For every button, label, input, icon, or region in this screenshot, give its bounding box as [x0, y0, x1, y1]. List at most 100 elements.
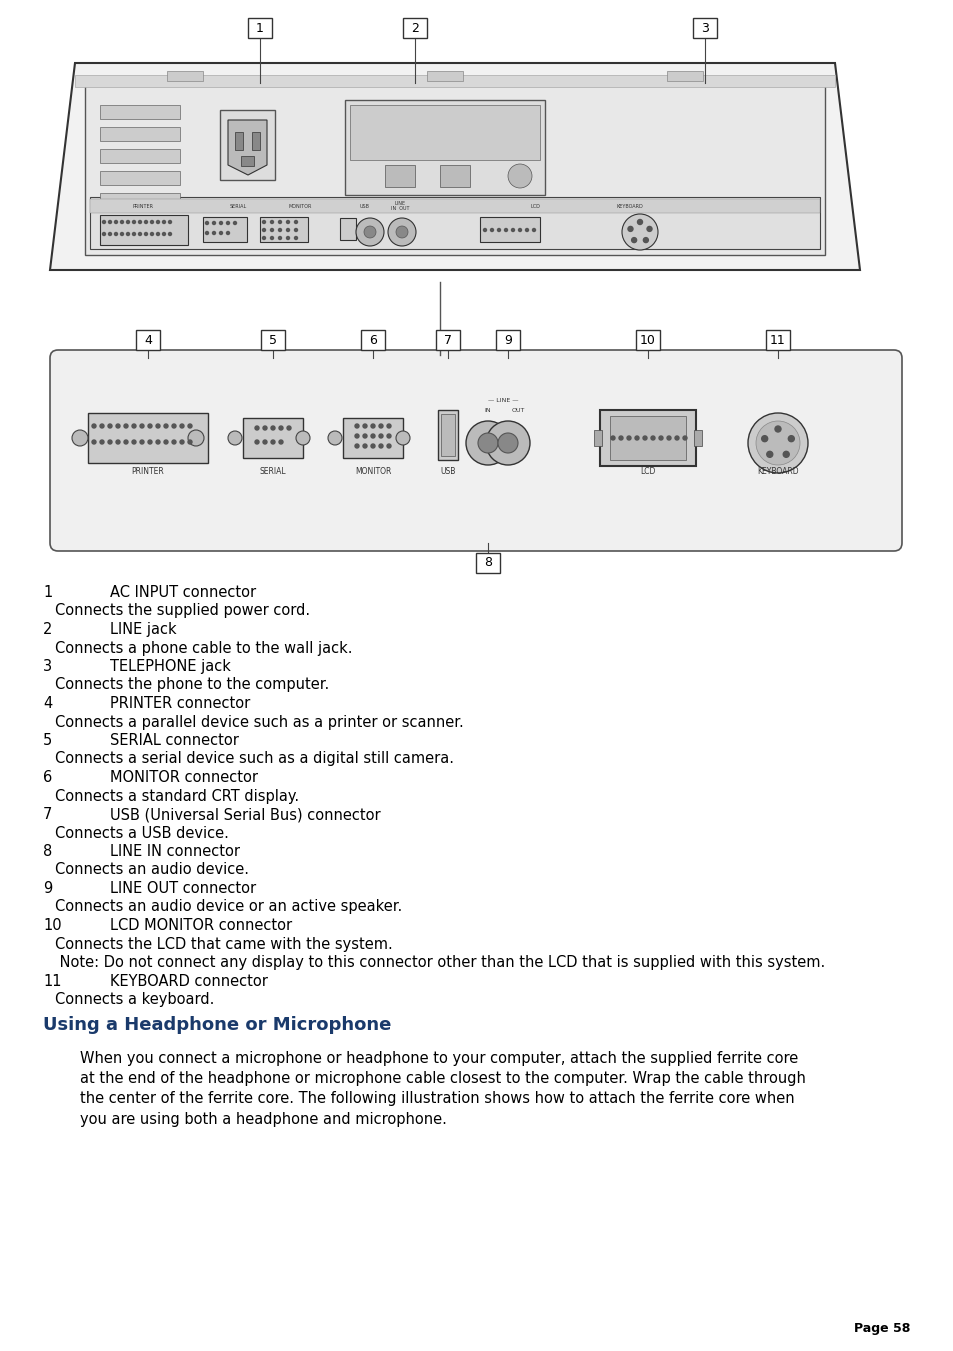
Circle shape: [102, 232, 106, 235]
Bar: [427, 72, 462, 81]
Circle shape: [504, 228, 507, 231]
Circle shape: [294, 228, 297, 231]
Bar: [75, 76, 834, 86]
Bar: [100, 149, 180, 163]
Circle shape: [371, 424, 375, 428]
Bar: [594, 430, 601, 446]
Circle shape: [286, 228, 289, 231]
Circle shape: [782, 451, 788, 458]
Bar: [100, 215, 188, 245]
Text: MONITOR: MONITOR: [288, 204, 312, 208]
Circle shape: [180, 440, 184, 444]
Circle shape: [108, 424, 112, 428]
Circle shape: [156, 440, 160, 444]
Text: SERIAL connector: SERIAL connector: [110, 734, 238, 748]
Bar: [100, 127, 180, 141]
Text: USB: USB: [440, 467, 456, 476]
Circle shape: [477, 434, 497, 453]
Bar: [666, 72, 702, 81]
Text: Note: Do not connect any display to this connector other than the LCD that is su: Note: Do not connect any display to this…: [55, 955, 824, 970]
Circle shape: [127, 232, 130, 235]
Circle shape: [172, 440, 175, 444]
Circle shape: [188, 430, 204, 446]
Circle shape: [151, 220, 153, 223]
Circle shape: [213, 222, 215, 224]
Circle shape: [219, 222, 222, 224]
Circle shape: [621, 213, 658, 250]
Text: 4: 4: [144, 334, 152, 346]
Circle shape: [666, 436, 670, 440]
Circle shape: [164, 424, 168, 428]
Text: you are using both a headphone and microphone.: you are using both a headphone and micro…: [80, 1112, 446, 1127]
Bar: [402, 18, 427, 38]
Text: TELEPHONE jack: TELEPHONE jack: [110, 659, 231, 674]
Text: 2: 2: [43, 621, 52, 638]
Circle shape: [156, 424, 160, 428]
Circle shape: [127, 220, 130, 223]
Circle shape: [294, 236, 297, 239]
Circle shape: [114, 220, 117, 223]
Circle shape: [388, 218, 416, 246]
Circle shape: [646, 227, 651, 231]
Circle shape: [205, 231, 209, 235]
Circle shape: [144, 220, 148, 223]
Circle shape: [642, 436, 646, 440]
Text: When you connect a microphone or headphone to your computer, attach the supplied: When you connect a microphone or headpho…: [80, 1051, 798, 1066]
Circle shape: [124, 424, 128, 428]
Polygon shape: [228, 120, 267, 176]
Bar: [339, 218, 355, 240]
Circle shape: [635, 436, 639, 440]
Bar: [765, 330, 789, 350]
Text: 6: 6: [369, 334, 376, 346]
Circle shape: [637, 219, 641, 224]
Circle shape: [525, 228, 528, 231]
Circle shape: [228, 431, 242, 444]
Bar: [692, 18, 717, 38]
Text: 5: 5: [43, 734, 52, 748]
Text: Connects the phone to the computer.: Connects the phone to the computer.: [55, 677, 329, 693]
Text: Connects a serial device such as a digital still camera.: Connects a serial device such as a digit…: [55, 751, 454, 766]
Circle shape: [162, 232, 165, 235]
Circle shape: [497, 228, 500, 231]
Circle shape: [387, 444, 391, 449]
Circle shape: [100, 424, 104, 428]
Circle shape: [148, 424, 152, 428]
Circle shape: [120, 232, 123, 235]
Circle shape: [156, 220, 159, 223]
Circle shape: [295, 431, 310, 444]
Text: 7: 7: [443, 334, 452, 346]
Circle shape: [271, 236, 274, 239]
Circle shape: [532, 228, 535, 231]
Circle shape: [378, 424, 382, 428]
Circle shape: [271, 426, 274, 430]
Circle shape: [71, 430, 88, 446]
Text: SERIAL: SERIAL: [229, 204, 247, 208]
Circle shape: [618, 436, 622, 440]
Circle shape: [100, 440, 104, 444]
Circle shape: [659, 436, 662, 440]
Text: PRINTER: PRINTER: [132, 467, 164, 476]
Circle shape: [91, 424, 96, 428]
Circle shape: [254, 426, 258, 430]
Circle shape: [371, 434, 375, 438]
Circle shape: [675, 436, 679, 440]
Bar: [345, 100, 544, 195]
Text: KEYBOARD: KEYBOARD: [757, 467, 798, 476]
Circle shape: [371, 444, 375, 449]
Text: OUT: OUT: [511, 408, 524, 413]
Circle shape: [172, 424, 175, 428]
Text: 8: 8: [43, 844, 52, 859]
Circle shape: [278, 426, 283, 430]
Circle shape: [465, 422, 510, 465]
Circle shape: [132, 424, 136, 428]
Bar: [243, 417, 303, 458]
Circle shape: [760, 435, 767, 442]
Circle shape: [363, 444, 367, 449]
Circle shape: [180, 424, 184, 428]
Text: USB: USB: [359, 204, 370, 208]
Bar: [350, 105, 539, 159]
Circle shape: [395, 431, 410, 444]
Bar: [248, 18, 272, 38]
Text: LINE jack: LINE jack: [110, 621, 176, 638]
Circle shape: [213, 231, 215, 235]
